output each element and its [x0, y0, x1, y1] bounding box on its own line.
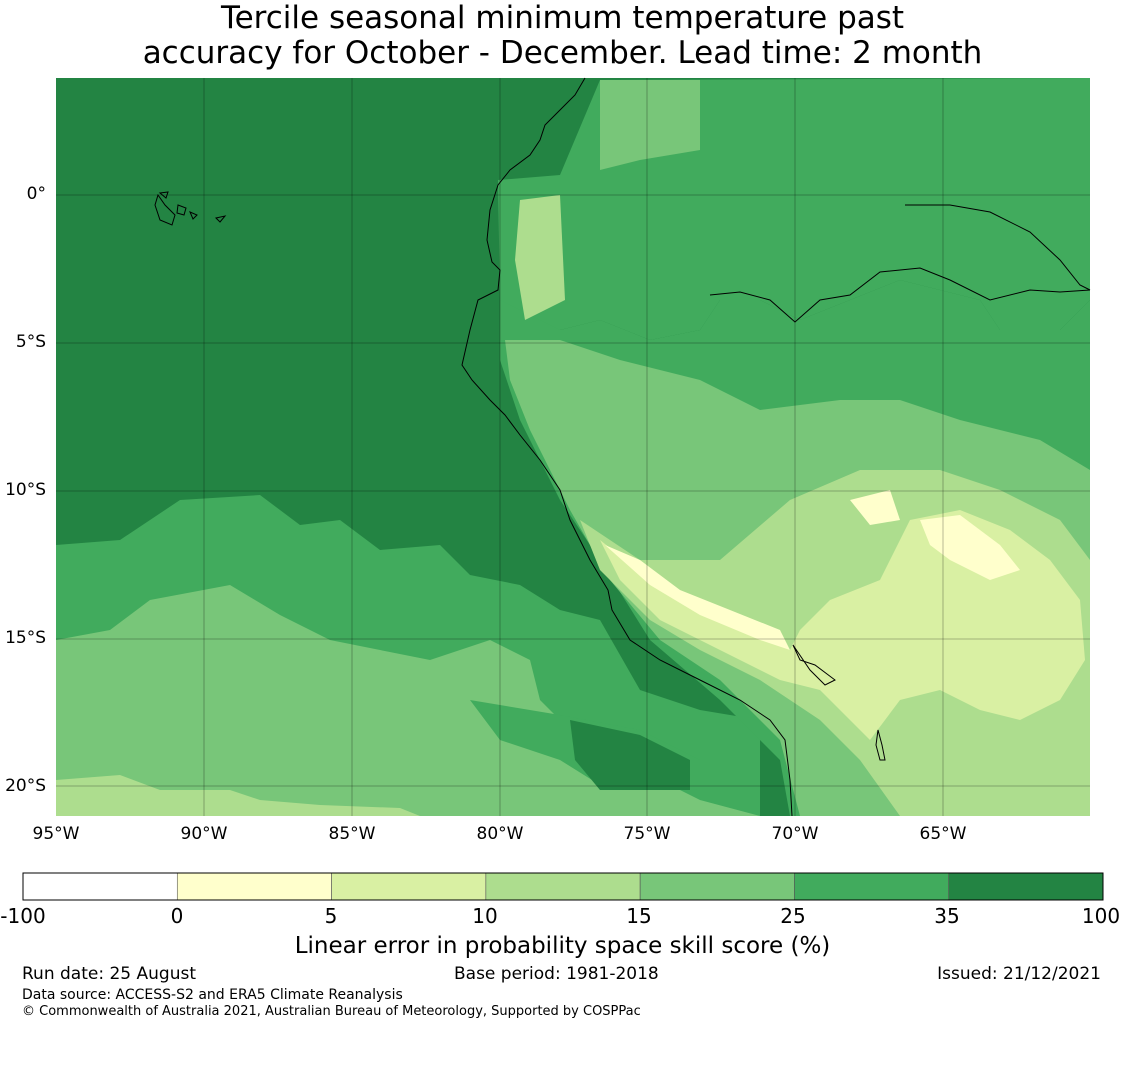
colorbar-tick: 10 [472, 904, 498, 928]
colorbar-label: Linear error in probability space skill … [294, 933, 831, 959]
base-period: Base period: 1981-2018 [454, 964, 659, 984]
lat-label-0: 0° [26, 184, 46, 204]
lat-label-5s: 5°S [15, 332, 46, 352]
land-zone-10 [600, 510, 1085, 740]
colorbar-segment [948, 872, 1104, 901]
lat-label-10s: 10°S [5, 480, 46, 500]
colorbar-segment [639, 872, 795, 901]
ocean-band-15-south [56, 775, 420, 816]
colorbar-segment [22, 872, 178, 901]
land-zone-5 [605, 490, 1020, 650]
colorbar-segment [485, 872, 641, 901]
lon-label-80w: 80°W [476, 824, 524, 844]
map-title-line-1: Tercile seasonal minimum temperature pas… [220, 0, 905, 36]
colorbar-segment [331, 872, 487, 901]
lon-label-70w: 70°W [771, 824, 819, 844]
colorbar-tick: 0 [170, 904, 184, 928]
colorbar-tick: 5 [324, 904, 338, 928]
land-zone-25-north [600, 80, 700, 170]
lon-label-75w: 75°W [623, 824, 671, 844]
lon-label-65w: 65°W [919, 824, 967, 844]
map-title-line-2: accuracy for October - December. Lead ti… [142, 35, 983, 71]
colorbar-tick: 35 [934, 904, 960, 928]
colorbar-border [22, 872, 1104, 901]
colorbar-tick: 100 [1081, 904, 1121, 928]
colorbar-tick: 25 [780, 904, 806, 928]
issued-date: Issued: 21/12/2021 [937, 964, 1101, 984]
ocean-patch-dark [570, 720, 690, 790]
map-gridlines [56, 78, 1090, 816]
lon-label-85w: 85°W [328, 824, 376, 844]
land-zone-15-coast [515, 195, 565, 320]
colorbar-segment [176, 872, 332, 901]
galapagos-islands [154, 191, 227, 226]
lat-label-20s: 20°S [5, 776, 46, 796]
copyright: © Commonwealth of Australia 2021, Austra… [22, 1004, 641, 1019]
colorbar-tick: -100 [0, 904, 46, 928]
colorbar [22, 872, 1104, 901]
colorbar-segment [794, 872, 950, 901]
run-date: Run date: 25 August [22, 964, 196, 984]
lon-label-90w: 90°W [180, 824, 228, 844]
coastlines [461, 77, 1091, 817]
colorbar-tick: 15 [626, 904, 652, 928]
lat-label-15s: 15°S [5, 628, 46, 648]
lon-label-95w: 95°W [32, 824, 80, 844]
data-source: Data source: ACCESS-S2 and ERA5 Climate … [22, 987, 403, 1003]
